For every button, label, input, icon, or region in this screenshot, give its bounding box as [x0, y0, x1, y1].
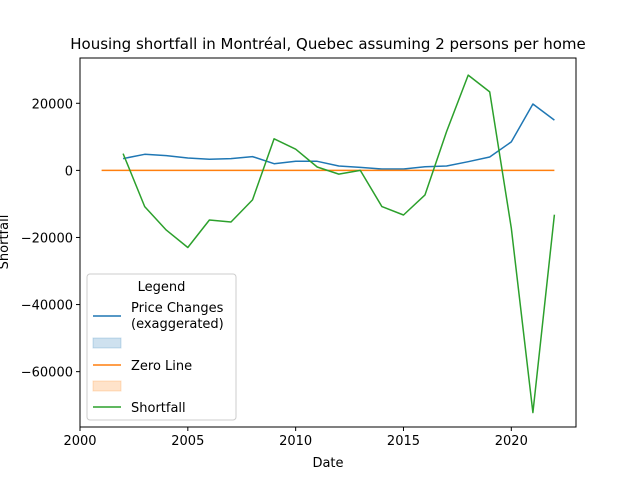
- series-layer: [101, 74, 556, 414]
- y-tick-label: 0: [65, 164, 73, 179]
- chart-title: Housing shortfall in Montréal, Quebec as…: [70, 35, 586, 53]
- x-tick-label: 2010: [279, 434, 312, 449]
- legend-patch-swatch: [92, 380, 122, 392]
- legend-label: Price Changes: [131, 301, 224, 316]
- series-line-price-changes: [122, 103, 555, 170]
- legend-label: Shortfall: [131, 401, 186, 416]
- axes-frame: [79, 57, 577, 428]
- y-tick-label: −20000: [21, 231, 73, 246]
- legend-title: Legend: [138, 280, 186, 295]
- y-tick-label: 20000: [32, 97, 73, 112]
- legend: Legend Price Changes(exaggerated) Zero Lin…: [86, 273, 237, 421]
- x-tick-label: 2005: [171, 434, 204, 449]
- y-tick-label: −40000: [21, 299, 73, 314]
- legend-box: [86, 273, 237, 421]
- y-axis: −60000 −40000 −20000 0 20000: [21, 97, 80, 381]
- legend-label: Zero Line: [131, 359, 192, 374]
- x-axis: 2000 2005 2010 2015 2020: [63, 427, 528, 449]
- legend-patch-swatch: [92, 337, 122, 349]
- x-tick-label: 2020: [495, 434, 528, 449]
- y-tick-label: −60000: [21, 366, 73, 381]
- x-axis-title: Date: [312, 456, 343, 471]
- series-line-shortfall: [122, 74, 556, 414]
- axes-layer: [79, 57, 577, 428]
- x-tick-label: 2000: [63, 434, 96, 449]
- y-axis-title: Shortfall: [0, 215, 12, 270]
- x-tick-label: 2015: [387, 434, 420, 449]
- legend-label: (exaggerated): [131, 317, 224, 332]
